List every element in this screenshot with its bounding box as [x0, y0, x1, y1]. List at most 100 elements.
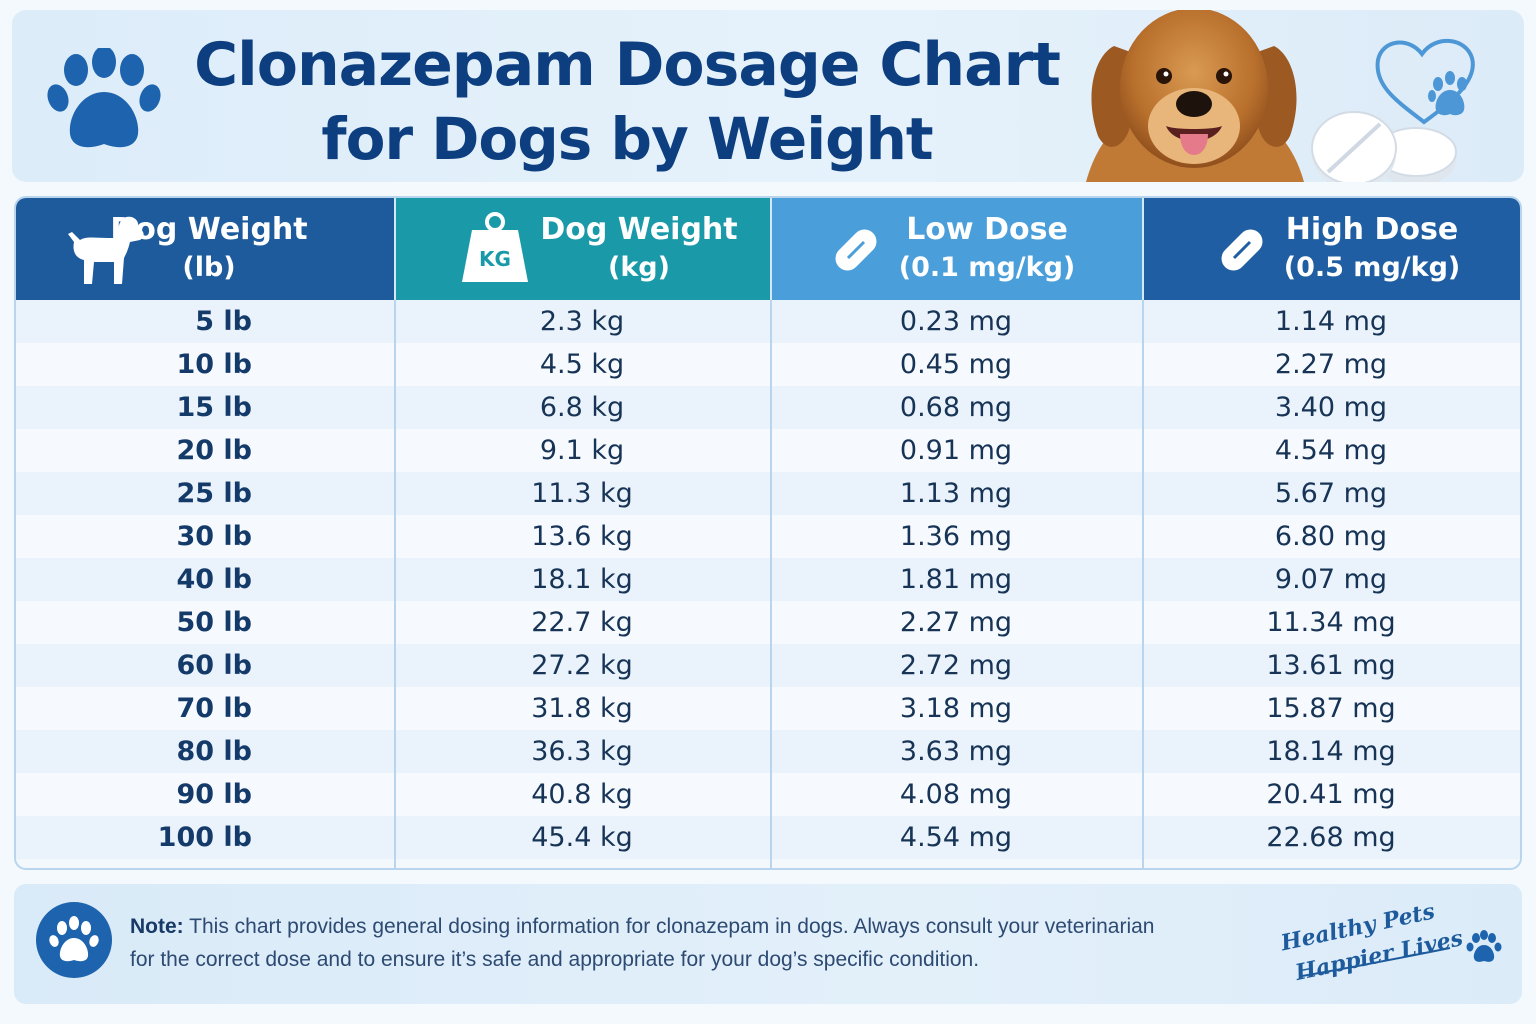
weight-kg-cell: 4.5 kg — [539, 349, 625, 380]
column-divider — [394, 300, 396, 868]
weight-kg-cell: 31.8 kg — [531, 693, 633, 724]
low-dose-cell: 3.18 mg — [899, 693, 1013, 724]
weight-kg-cell: 11.3 kg — [531, 478, 633, 509]
high-dose-cell: 22.68 mg — [1266, 822, 1396, 853]
column-unit: (0.5 mg/kg) — [1283, 252, 1461, 283]
pill-icon — [1221, 229, 1263, 271]
table-row: 5 lb 2.3 kg 0.23 mg 1.14 mg — [16, 300, 1520, 343]
column-label: Low Dose — [906, 212, 1068, 247]
weight-kg-cell: 27.2 kg — [531, 650, 633, 681]
dog-icon — [68, 216, 144, 284]
weight-lb-value: 90 lb — [176, 779, 252, 810]
header-banner: Clonazepam Dosage Chart for Dogs by Weig… — [12, 10, 1524, 182]
pill-icon — [835, 229, 877, 271]
high-dose-cell: 1.14 mg — [1274, 306, 1388, 337]
note-line-1: This chart provides general dosing infor… — [189, 915, 1155, 938]
weight-lb-cell: 70 lb — [16, 687, 394, 730]
high-dose-cell: 9.07 mg — [1274, 564, 1388, 595]
heart-paw-icon — [1375, 38, 1475, 125]
table-row: 50 lb 22.7 kg 2.27 mg 11.34 mg — [16, 601, 1520, 644]
low-dose-cell: 1.13 mg — [899, 478, 1013, 509]
weight-lb-cell: 60 lb — [16, 644, 394, 687]
column-divider — [1142, 300, 1144, 868]
table-row: 100 lb 45.4 kg 4.54 mg 22.68 mg — [16, 816, 1520, 859]
paw-icon — [36, 902, 112, 978]
weight-kg-cell: 2.3 kg — [539, 306, 625, 337]
low-dose-cell: 0.68 mg — [899, 392, 1013, 423]
weight-lb-value: 100 lb — [157, 822, 252, 853]
weight-kg-cell: 36.3 kg — [531, 736, 633, 767]
low-dose-cell: 2.72 mg — [899, 650, 1013, 681]
kg-icon-label: KG — [479, 247, 511, 271]
page-title: Clonazepam Dosage Chart for Dogs by Weig… — [162, 28, 1092, 176]
weight-kg-cell: 9.1 kg — [539, 435, 625, 466]
high-dose-cell: 15.87 mg — [1266, 693, 1396, 724]
weight-lb-value: 30 lb — [176, 521, 252, 552]
table-row: 10 lb 4.5 kg 0.45 mg 2.27 mg — [16, 343, 1520, 386]
column-header-low-dose: Low Dose (0.1 mg/kg) — [770, 198, 1142, 300]
weight-lb-cell: 30 lb — [16, 515, 394, 558]
kg-weight-icon: KG — [462, 212, 528, 282]
note-line-2: for the correct dose and to ensure it’s … — [130, 948, 980, 971]
column-unit: (0.1 mg/kg) — [898, 252, 1076, 283]
table-row: 90 lb 40.8 kg 4.08 mg 20.41 mg — [16, 773, 1520, 816]
table-row: 70 lb 31.8 kg 3.18 mg 15.87 mg — [16, 687, 1520, 730]
title-line-2: for Dogs by Weight — [321, 105, 933, 173]
table-row: 15 lb 6.8 kg 0.68 mg 3.40 mg — [16, 386, 1520, 429]
column-header-high-dose: High Dose (0.5 mg/kg) — [1142, 198, 1520, 300]
weight-kg-cell: 22.7 kg — [531, 607, 633, 638]
low-dose-cell: 1.81 mg — [899, 564, 1013, 595]
weight-lb-value: 10 lb — [176, 349, 252, 380]
column-divider — [770, 300, 772, 868]
weight-lb-cell: 25 lb — [16, 472, 394, 515]
weight-kg-cell: 40.8 kg — [531, 779, 633, 810]
weight-lb-cell: 100 lb — [16, 816, 394, 859]
high-dose-cell: 20.41 mg — [1266, 779, 1396, 810]
column-label: Dog Weight — [540, 212, 738, 247]
weight-lb-value: 15 lb — [176, 392, 252, 423]
low-dose-cell: 2.27 mg — [899, 607, 1013, 638]
paw-icon — [47, 48, 161, 148]
column-header-weight-kg: KG Dog Weight (kg) — [394, 198, 770, 300]
weight-lb-value: 50 lb — [176, 607, 252, 638]
weight-kg-cell: 45.4 kg — [531, 822, 633, 853]
low-dose-cell: 1.36 mg — [899, 521, 1013, 552]
low-dose-cell: 0.23 mg — [899, 306, 1013, 337]
weight-lb-cell: 50 lb — [16, 601, 394, 644]
table-row: 60 lb 27.2 kg 2.72 mg 13.61 mg — [16, 644, 1520, 687]
low-dose-cell: 4.08 mg — [899, 779, 1013, 810]
high-dose-cell: 5.67 mg — [1274, 478, 1388, 509]
column-header-weight-lb: Dog Weight (lb) — [16, 198, 394, 300]
table-row: 25 lb 11.3 kg 1.13 mg 5.67 mg — [16, 472, 1520, 515]
weight-lb-value: 60 lb — [176, 650, 252, 681]
note-label: Note: — [130, 915, 184, 938]
table-row: 20 lb 9.1 kg 0.91 mg 4.54 mg — [16, 429, 1520, 472]
high-dose-cell: 3.40 mg — [1274, 392, 1388, 423]
high-dose-cell: 18.14 mg — [1266, 736, 1396, 767]
pills-icon — [1311, 111, 1457, 182]
weight-lb-cell: 40 lb — [16, 558, 394, 601]
paw-icon — [1466, 930, 1502, 962]
weight-lb-cell: 15 lb — [16, 386, 394, 429]
weight-lb-cell: 80 lb — [16, 730, 394, 773]
table-row: 40 lb 18.1 kg 1.81 mg 9.07 mg — [16, 558, 1520, 601]
low-dose-cell: 0.45 mg — [899, 349, 1013, 380]
weight-lb-cell: 5 lb — [16, 300, 394, 343]
high-dose-cell: 6.80 mg — [1274, 521, 1388, 552]
weight-kg-cell: 6.8 kg — [539, 392, 625, 423]
high-dose-cell: 2.27 mg — [1274, 349, 1388, 380]
high-dose-cell: 13.61 mg — [1266, 650, 1396, 681]
weight-lb-cell: 10 lb — [16, 343, 394, 386]
weight-lb-value: 25 lb — [176, 478, 252, 509]
note-box: Note: This chart provides general dosing… — [14, 884, 1522, 1004]
column-label: Dog Weight — [110, 212, 308, 247]
column-unit: (kg) — [608, 252, 670, 283]
weight-lb-cell: 20 lb — [16, 429, 394, 472]
weight-kg-cell: 18.1 kg — [531, 564, 633, 595]
weight-lb-value: 20 lb — [176, 435, 252, 466]
weight-lb-value: 70 lb — [176, 693, 252, 724]
table-header: Dog Weight (lb) KG Dog Weight (kg) Low D… — [16, 198, 1520, 300]
column-label: High Dose — [1285, 212, 1459, 247]
column-unit: (lb) — [182, 252, 236, 283]
slogan-underline — [1301, 947, 1451, 977]
